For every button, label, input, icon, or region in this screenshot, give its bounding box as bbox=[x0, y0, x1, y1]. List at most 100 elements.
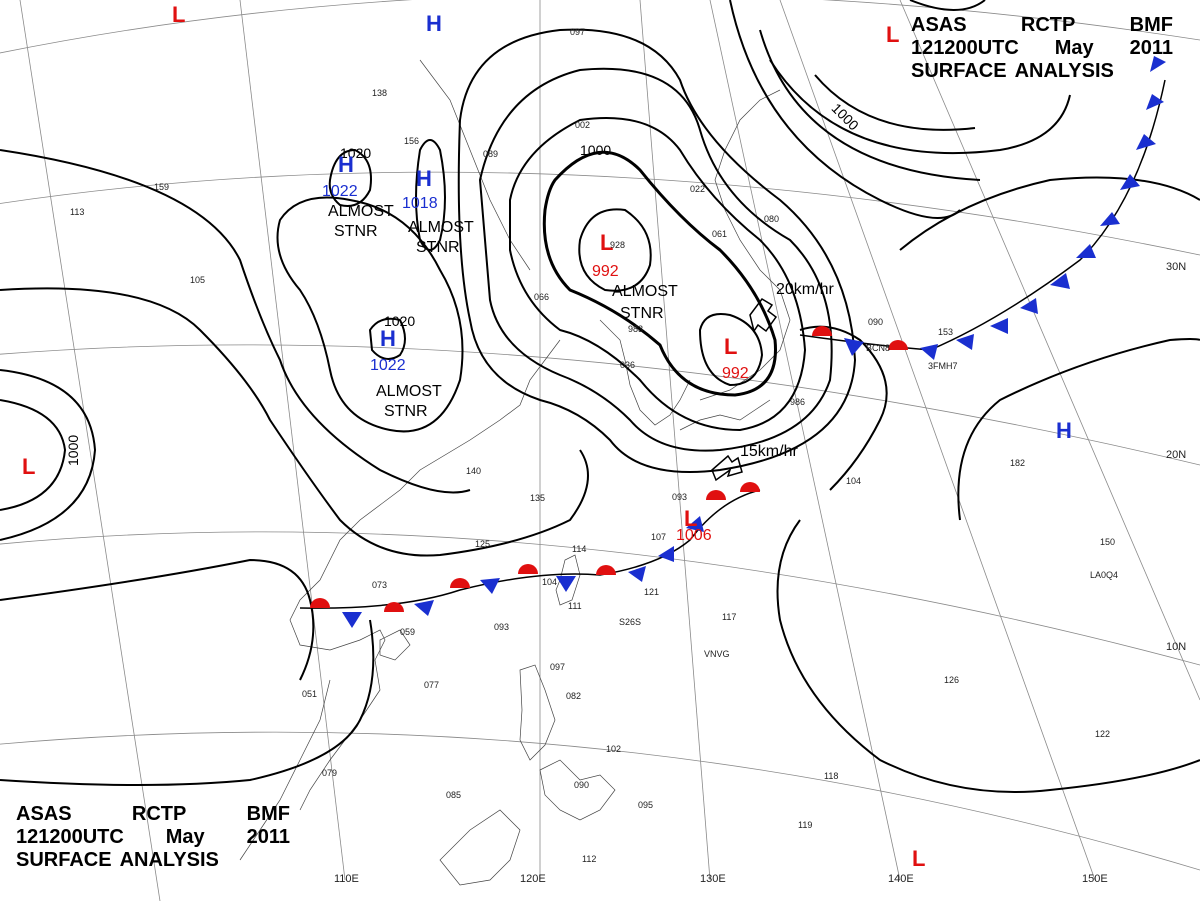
station-value: 104 bbox=[846, 476, 861, 486]
header-text: RCTP bbox=[131, 803, 187, 825]
annotation-text: ALMOST bbox=[612, 283, 678, 300]
header-text: ANALYSIS bbox=[119, 849, 219, 871]
station-value: VNVG bbox=[704, 649, 730, 659]
station-value: 061 bbox=[712, 229, 727, 239]
isobar-low-ring-2 bbox=[509, 117, 807, 432]
motion-label: 20km/hr bbox=[776, 281, 834, 298]
header-line: 121200UTC May 2011 bbox=[16, 826, 290, 849]
isobars bbox=[0, 0, 1200, 793]
station-value: 102 bbox=[606, 744, 621, 754]
station-value: 093 bbox=[672, 492, 687, 502]
isobar-north-4 bbox=[729, 0, 961, 219]
isobar-1000-north bbox=[814, 74, 976, 131]
isobar-low-ring-4 bbox=[457, 28, 857, 473]
warm-semicircle bbox=[518, 564, 538, 574]
isobar-west-5 bbox=[0, 558, 315, 681]
motion-label: 15km/hr bbox=[740, 443, 798, 460]
isobar-1020-west-2 bbox=[368, 317, 406, 360]
warm-semicircle bbox=[384, 602, 404, 612]
lat-label: 20N bbox=[1166, 449, 1186, 461]
graticule-labels: 30N 20N 10N 110E 120E 130E 140E 150E bbox=[334, 261, 1186, 885]
pressure-systems: H 1022 H 1018 H 1022 H H L 992 L 992 L bbox=[22, 2, 1072, 871]
stationary-front bbox=[299, 56, 1166, 628]
china-coast bbox=[289, 339, 561, 811]
high-center: H bbox=[1056, 418, 1072, 443]
cold-triangle bbox=[844, 338, 864, 356]
low-center: L 992 bbox=[722, 334, 749, 382]
isobar-west-2 bbox=[0, 369, 97, 541]
station-value: 138 bbox=[372, 88, 387, 98]
annotation-text: STNR bbox=[384, 403, 428, 420]
header-text: 121200UTC bbox=[911, 37, 1019, 59]
isobar-north-3 bbox=[759, 29, 981, 181]
header-text: 2011 bbox=[1129, 37, 1173, 59]
station-value: 066 bbox=[534, 292, 549, 302]
warm-front-marks bbox=[310, 326, 908, 612]
low-symbol: L bbox=[22, 454, 35, 479]
station-value: 135 bbox=[530, 493, 545, 503]
isobar-east-2 bbox=[799, 325, 888, 491]
high-symbol: H bbox=[1056, 418, 1072, 443]
lon-label: 150E bbox=[1082, 873, 1108, 885]
coastlines bbox=[239, 59, 791, 886]
annotation-text: STNR bbox=[416, 239, 460, 256]
header-text: ASAS bbox=[911, 14, 967, 36]
cold-triangle bbox=[480, 578, 500, 594]
station-value: 112 bbox=[582, 854, 596, 864]
station-value: 113 bbox=[70, 207, 84, 217]
annotation-text: STNR bbox=[334, 223, 378, 240]
station-value: 3FMH7 bbox=[928, 361, 958, 371]
high-center: H 1022 bbox=[322, 152, 358, 200]
station-value: 111 bbox=[568, 601, 582, 611]
isobar-inner-low bbox=[578, 208, 652, 292]
lat-label: 10N bbox=[1166, 641, 1186, 653]
station-value: 125 bbox=[475, 539, 490, 549]
longitude-grid bbox=[19, 0, 1200, 901]
motion-arrows bbox=[711, 298, 778, 482]
header-text: ASAS bbox=[16, 803, 72, 825]
header-block-bottom: ASAS RCTP BMF 121200UTC May 2011 SURFACE… bbox=[16, 803, 290, 872]
lat-30-line bbox=[0, 171, 1200, 256]
cold-triangle bbox=[1136, 134, 1156, 150]
cold-triangle bbox=[990, 318, 1008, 334]
header-text: ANALYSIS bbox=[1014, 60, 1114, 82]
annotation-text: ALMOST bbox=[328, 203, 394, 220]
high-value: 1022 bbox=[322, 183, 358, 200]
isobar-north-2 bbox=[769, 59, 1071, 155]
header-text: BMF bbox=[1129, 14, 1173, 36]
low-center: L bbox=[172, 2, 185, 27]
station-value: 986 bbox=[790, 397, 805, 407]
warm-semicircle bbox=[888, 340, 908, 350]
motion-arrow-north bbox=[749, 298, 778, 333]
taiwan-coast bbox=[555, 554, 581, 606]
header-text: 121200UTC bbox=[16, 826, 124, 848]
low-symbol: L bbox=[172, 2, 185, 27]
philippines-coast bbox=[539, 759, 616, 821]
front-line-east bbox=[799, 79, 1166, 351]
station-value: 156 bbox=[404, 136, 419, 146]
header-text: RCTP bbox=[1020, 14, 1076, 36]
isobar-east-3 bbox=[776, 519, 1200, 793]
station-value: 085 bbox=[446, 790, 461, 800]
header-line: ASAS RCTP BMF bbox=[911, 14, 1173, 37]
cold-triangle bbox=[1020, 298, 1038, 314]
header-block-top: ASAS RCTP BMF 121200UTC May 2011 SURFACE… bbox=[911, 14, 1173, 83]
high-center: H 1022 bbox=[370, 326, 406, 374]
isobar-south bbox=[0, 619, 375, 786]
low-symbol: L bbox=[724, 334, 737, 359]
header-line: ASAS RCTP BMF bbox=[16, 803, 290, 826]
warm-semicircle bbox=[706, 490, 726, 500]
low-value: 992 bbox=[592, 263, 619, 280]
hainan-coast bbox=[379, 629, 411, 661]
cold-triangle bbox=[1050, 273, 1070, 289]
low-symbol: L bbox=[912, 846, 925, 871]
lon-100-line bbox=[19, 0, 161, 901]
isobar-north-5 bbox=[909, 0, 986, 11]
isobar-label: 1000 bbox=[829, 100, 862, 133]
lat-40-line bbox=[0, 0, 1200, 54]
cold-triangle bbox=[956, 334, 974, 350]
station-value: 080 bbox=[764, 214, 779, 224]
station-value: 077 bbox=[424, 680, 439, 690]
